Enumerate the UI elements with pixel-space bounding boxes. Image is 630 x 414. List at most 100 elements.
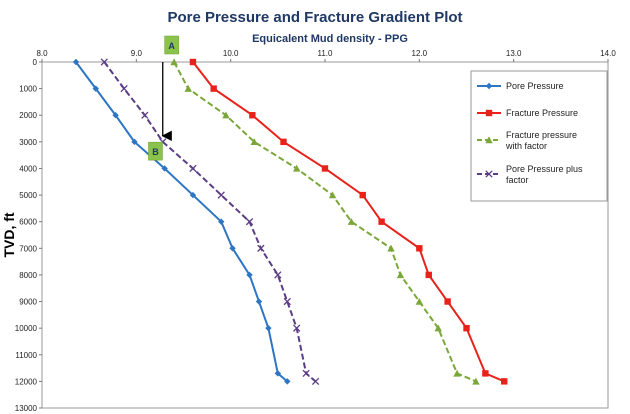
annotation-box-b: [148, 141, 163, 161]
y-tick-label: 9000: [19, 298, 37, 307]
series-2: [189, 58, 508, 385]
data-point: [112, 112, 119, 119]
y-tick-label: 7000: [19, 244, 37, 253]
annotations: AB: [148, 35, 179, 161]
y-axis-label: TVD, ft: [1, 212, 17, 257]
data-point: [415, 297, 424, 305]
x-tick-label: 13.0: [506, 49, 522, 58]
data-point: [189, 58, 197, 66]
data-point: [378, 218, 385, 225]
y-tick-label: 2000: [19, 111, 37, 120]
y-tick-label: 6000: [19, 218, 37, 227]
data-point: [396, 271, 405, 279]
data-point: [359, 191, 366, 199]
series-3: [170, 58, 480, 385]
data-point: [141, 111, 149, 119]
y-tick-labels: 0 1000 2000 3000 4000 5000 6000 7000 8000 9000 100…: [15, 58, 42, 413]
legend-label: Fracture Pressure: [506, 108, 578, 118]
y-tick-label: 12000: [15, 377, 38, 386]
series-lines: [72, 58, 508, 386]
series-1: [72, 58, 291, 385]
x-tick-label: 12.0: [412, 49, 428, 58]
y-tick-label: 3000: [19, 138, 37, 147]
data-point: [245, 218, 254, 226]
y-tick-label: 11000: [15, 351, 37, 360]
data-point: [92, 85, 99, 92]
y-tick-label: 13000: [15, 404, 38, 413]
data-point: [347, 217, 356, 225]
data-point: [274, 370, 282, 377]
data-point: [120, 84, 128, 93]
data-point: [218, 218, 225, 225]
legend-entry-3: Fracture pressure with factor: [477, 130, 577, 151]
y-tick-label: 0: [33, 58, 38, 67]
legend-marker: [485, 109, 493, 117]
data-point: [284, 378, 291, 385]
data-point: [293, 164, 301, 172]
data-point: [170, 58, 178, 66]
data-point: [283, 297, 291, 306]
data-point: [229, 245, 236, 252]
y-tick-label: 8000: [19, 271, 37, 280]
x-tick-label: 10.0: [223, 49, 239, 58]
data-point: [265, 324, 272, 332]
x-tick-label: 14.0: [600, 49, 616, 58]
data-point: [472, 377, 480, 385]
data-point: [463, 324, 470, 332]
data-point: [222, 111, 230, 119]
series-4: [100, 58, 320, 386]
data-point: [161, 165, 168, 172]
data-point: [321, 165, 329, 172]
data-point: [184, 84, 192, 92]
data-point: [189, 164, 197, 173]
x-tick-label: 9.0: [131, 49, 143, 58]
data-point: [72, 58, 80, 66]
chart-title: Pore Pressure and Fracture Gradient Plot: [167, 9, 462, 26]
annotation-box-a: [164, 35, 179, 55]
data-point: [280, 138, 287, 146]
y-tick-label: 4000: [19, 164, 37, 173]
y-tick-label: 10000: [15, 324, 38, 333]
y-tick-label: 1000: [19, 85, 37, 94]
x-axis-label: Equicalent Mud density - PPG: [252, 33, 408, 45]
data-point: [250, 138, 258, 146]
data-point: [425, 271, 432, 279]
data-point: [434, 324, 442, 332]
data-point: [302, 369, 310, 378]
data-point: [311, 377, 320, 386]
y-tick-label: 5000: [19, 191, 37, 200]
legend-marker: [485, 136, 493, 144]
data-point: [249, 112, 256, 119]
data-point: [246, 271, 253, 279]
series-line: [192, 61, 505, 383]
data-point: [293, 324, 301, 332]
data-point: [217, 191, 225, 199]
annotation-label-b: B: [152, 147, 159, 157]
legend-entry-4: Pore Pressure plus factor: [477, 164, 583, 185]
series-line: [75, 61, 288, 383]
data-point: [100, 58, 108, 66]
data-point: [257, 244, 265, 252]
data-point: [387, 244, 395, 252]
data-point: [501, 378, 508, 385]
data-point: [453, 369, 461, 377]
x-tick-label: 8.0: [36, 49, 48, 58]
x-tick-label: 11.0: [318, 49, 334, 58]
annotation-label-a: A: [168, 41, 175, 51]
data-point: [131, 138, 138, 146]
x-tick-labels: 8.0 9.0 10.0 11.0 12.0 13.0 14.0: [36, 49, 616, 62]
legend-marker: [485, 170, 493, 178]
data-point: [274, 271, 282, 279]
legend-label: Pore Pressure: [506, 81, 564, 91]
data-point: [328, 191, 337, 199]
legend-entry-2: Fracture Pressure: [477, 108, 578, 118]
data-point: [444, 298, 451, 305]
data-point: [416, 245, 423, 252]
legend-label: Pore Pressure plus factor: [506, 164, 583, 185]
legend: Pore Pressure Fracture Pressure Fracture p…: [470, 70, 608, 202]
data-point: [255, 298, 263, 305]
legend-label: Fracture pressure with factor: [505, 130, 577, 151]
data-point: [189, 191, 197, 199]
legend-entry-1: Pore Pressure: [477, 81, 564, 91]
